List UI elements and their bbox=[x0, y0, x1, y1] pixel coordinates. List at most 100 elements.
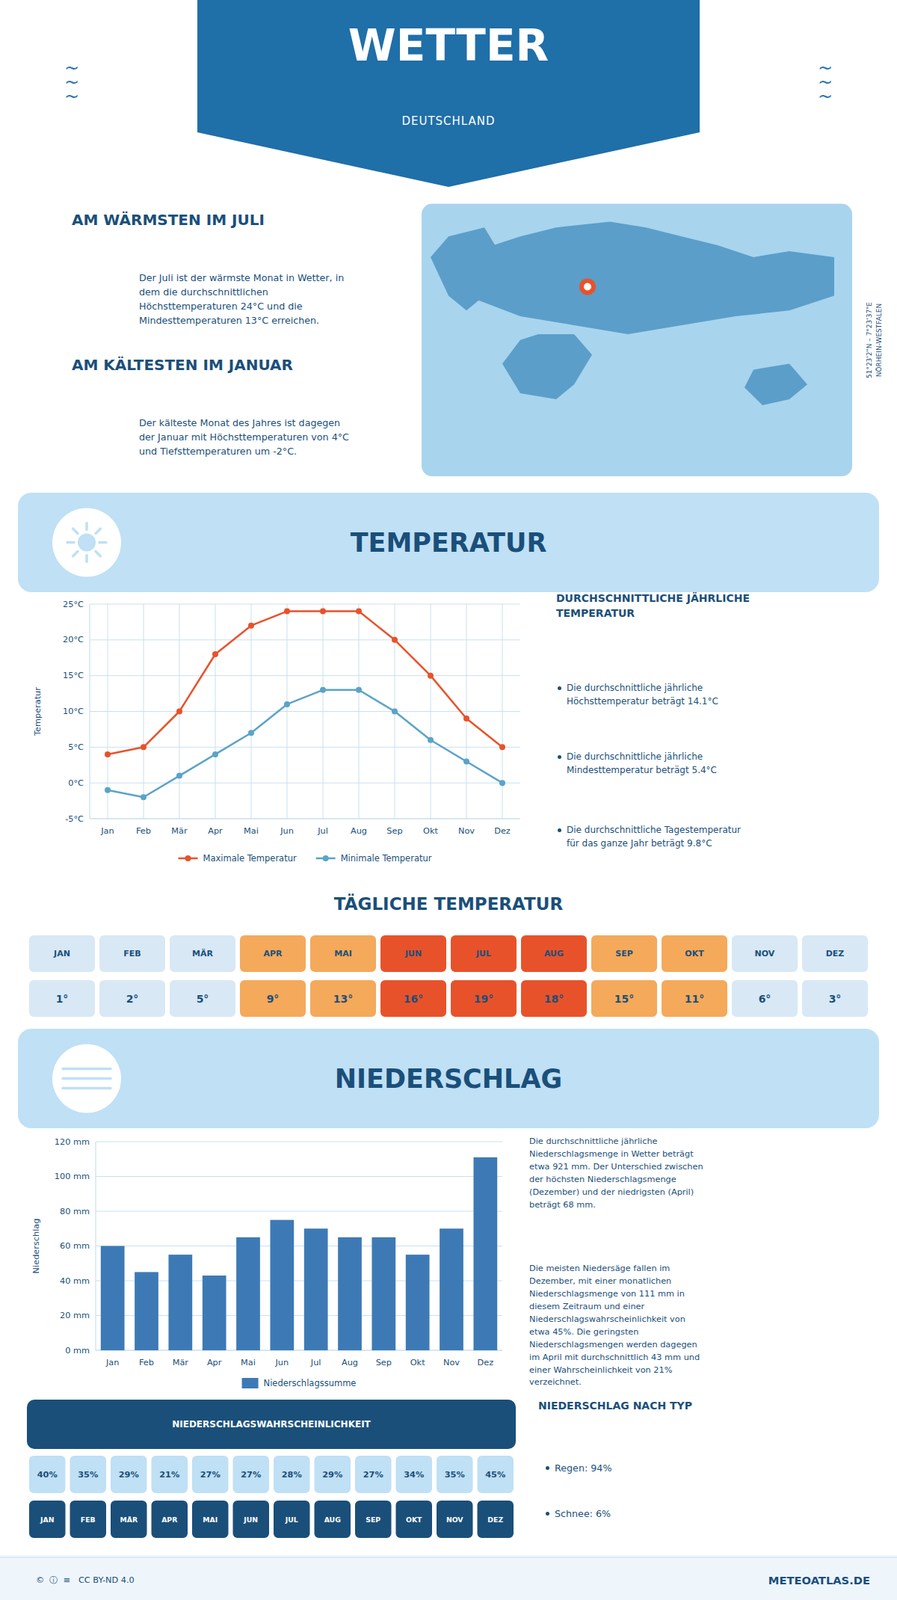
x-tick-label: Jul bbox=[310, 1357, 322, 1368]
y-axis-line bbox=[94, 1141, 96, 1350]
month-tile bbox=[28, 1499, 67, 1539]
y-tick-label: -5°C bbox=[65, 814, 84, 824]
month-tile bbox=[168, 934, 237, 973]
x-tick-label: Jun bbox=[275, 1357, 290, 1368]
bar bbox=[202, 1275, 227, 1350]
section-icon-circle bbox=[52, 1044, 122, 1114]
sun-ray bbox=[67, 541, 75, 545]
y-tick-label: 25°C bbox=[62, 599, 84, 610]
point bbox=[176, 772, 183, 779]
tile-value-label: 15° bbox=[614, 992, 634, 1005]
y-axis-label: Temperatur bbox=[32, 686, 43, 737]
precip-type-item: Schnee: 6% bbox=[544, 1506, 611, 1521]
annual-bullet: Die durchschnittliche jährliche Höchstte… bbox=[556, 680, 719, 708]
rain-icon-line bbox=[62, 1086, 111, 1090]
precip-text: Die meisten Niedersäge fallen im Dezembe… bbox=[529, 1262, 700, 1389]
month-tile bbox=[69, 1499, 108, 1539]
point bbox=[427, 737, 434, 744]
grid-line bbox=[215, 603, 217, 819]
point bbox=[463, 715, 470, 722]
sun-ray bbox=[95, 528, 101, 533]
month-tile bbox=[590, 934, 658, 973]
tile-month-label: OKT bbox=[405, 1515, 423, 1524]
grid-line bbox=[89, 782, 521, 784]
y-tick-label: 5°C bbox=[68, 742, 84, 752]
grid-line bbox=[107, 603, 109, 819]
grid-line bbox=[95, 1141, 503, 1143]
x-tick-label: Feb bbox=[136, 825, 151, 836]
point bbox=[248, 622, 255, 629]
tile-value-label: 40% bbox=[37, 1469, 58, 1480]
point bbox=[499, 779, 506, 786]
y-tick-label: 20 mm bbox=[59, 1310, 90, 1321]
month-tile bbox=[191, 1499, 230, 1539]
legend-label: Minimale Temperatur bbox=[340, 852, 433, 864]
grid-line bbox=[143, 603, 145, 819]
precip-type-item: Regen: 94% bbox=[544, 1460, 612, 1475]
sun-ray bbox=[95, 551, 101, 557]
value-tile bbox=[98, 979, 166, 1018]
tile-month-label: MÄR bbox=[192, 947, 214, 959]
grid-line bbox=[358, 603, 360, 819]
bar bbox=[134, 1271, 159, 1350]
tile-month-label: AUG bbox=[324, 1515, 341, 1524]
point bbox=[104, 787, 111, 794]
tile-month-label: FEB bbox=[80, 1515, 96, 1524]
y-tick-label: 60 mm bbox=[59, 1240, 90, 1251]
month-tile bbox=[379, 934, 448, 973]
value-tile bbox=[191, 1454, 230, 1494]
tile-month-label: APR bbox=[161, 1515, 178, 1524]
bar bbox=[168, 1254, 193, 1350]
point bbox=[212, 751, 219, 758]
sun-ray bbox=[85, 555, 89, 563]
point bbox=[319, 608, 326, 615]
value-tile bbox=[109, 1454, 149, 1494]
grid-line bbox=[430, 603, 432, 819]
tile-value-label: 27% bbox=[363, 1469, 384, 1480]
y-tick-label: 15°C bbox=[62, 670, 84, 681]
tile-value-label: 19° bbox=[473, 992, 494, 1005]
x-tick-label: Sep bbox=[386, 825, 403, 836]
grid-line bbox=[466, 603, 468, 819]
grid-line bbox=[89, 710, 521, 712]
tile-month-label: SEP bbox=[615, 948, 634, 959]
value-tile bbox=[150, 1454, 190, 1494]
grid-line bbox=[89, 674, 521, 676]
y-axis-label: Niederschlag bbox=[31, 1218, 42, 1274]
section-title: TEMPERATUR bbox=[350, 527, 548, 558]
value-tile bbox=[69, 1454, 108, 1494]
tile-value-label: 13° bbox=[333, 992, 353, 1005]
tile-month-label: AUG bbox=[544, 948, 564, 959]
tile-value-label: 6° bbox=[758, 992, 772, 1005]
continent bbox=[448, 221, 835, 334]
bar bbox=[269, 1219, 294, 1350]
tile-value-label: 29% bbox=[322, 1469, 343, 1480]
tile-month-label: JAN bbox=[53, 948, 71, 959]
value-tile bbox=[313, 1454, 353, 1494]
tiles-title: NIEDERSCHLAGSWAHRSCHEINLICHKEIT bbox=[171, 1418, 371, 1430]
grid-line bbox=[95, 1210, 503, 1212]
grid-line bbox=[502, 603, 504, 819]
point bbox=[355, 608, 362, 615]
banner bbox=[197, 0, 700, 187]
x-tick-label: Dez bbox=[477, 1357, 495, 1368]
note-text: Der Juli ist der wärmste Monat in Wetter… bbox=[139, 270, 344, 328]
location-label: 51°23'2"N – 7°23'37"E NÖRHEIN-WESTFALEN bbox=[864, 301, 884, 379]
bar bbox=[405, 1254, 430, 1350]
point bbox=[391, 636, 398, 643]
tile-value-label: 9° bbox=[266, 992, 280, 1005]
y-tick-label: 0 mm bbox=[65, 1345, 90, 1356]
legend-label: Maximale Temperatur bbox=[203, 852, 297, 864]
value-tile bbox=[731, 979, 799, 1018]
annual-bullet: Die durchschnittliche jährliche Mindestt… bbox=[556, 749, 717, 777]
month-tile bbox=[660, 934, 729, 973]
tile-month-label: DEZ bbox=[825, 948, 845, 959]
x-tick-label: Nov bbox=[443, 1357, 460, 1368]
point bbox=[319, 686, 326, 693]
month-tile bbox=[313, 1499, 353, 1539]
wind-ornament: ~ ~ ~ bbox=[817, 61, 833, 105]
x-tick-label: Okt bbox=[410, 1357, 426, 1368]
point bbox=[140, 793, 147, 800]
month-tile bbox=[232, 1499, 271, 1539]
subtitle: DEUTSCHLAND bbox=[401, 114, 495, 128]
